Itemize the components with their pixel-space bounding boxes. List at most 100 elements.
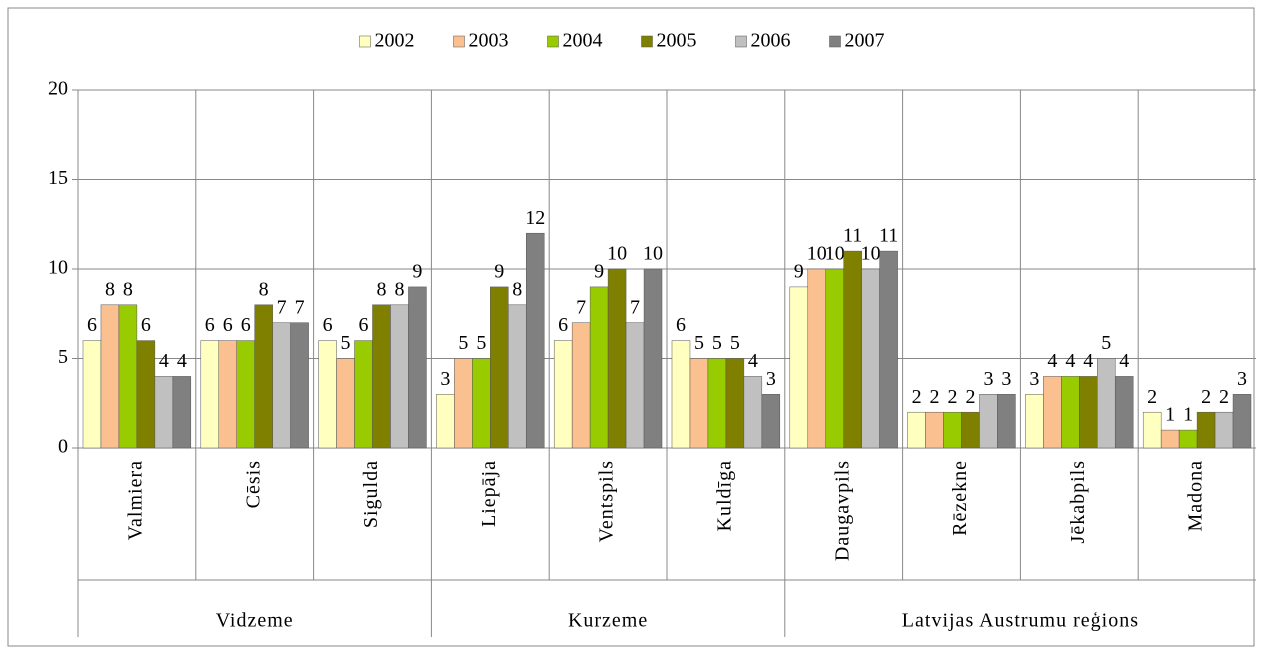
data-label: 1: [1183, 404, 1193, 426]
legend-label: 2005: [657, 30, 697, 52]
y-tick-label: 10: [48, 257, 68, 279]
data-label: 6: [241, 314, 251, 336]
data-label: 3: [440, 368, 450, 390]
bar: [525, 232, 545, 449]
bar: [925, 411, 944, 449]
data-label: 4: [159, 350, 169, 372]
legend-label: 2004: [563, 30, 603, 52]
bar: [408, 286, 427, 449]
x-tick-label: Daugavpils: [831, 460, 853, 561]
data-label: 12: [525, 207, 545, 229]
bar: [671, 340, 691, 449]
data-label: 6: [87, 314, 97, 336]
bar: [1114, 376, 1134, 449]
bar: [1097, 358, 1116, 449]
data-label: 3: [983, 368, 993, 390]
data-label: 7: [295, 296, 305, 318]
bar: [290, 322, 309, 449]
bar: [472, 358, 491, 449]
bar: [1142, 411, 1162, 449]
bar: [136, 340, 156, 449]
bar: [589, 286, 609, 449]
data-label: 4: [1083, 350, 1093, 372]
data-label: 5: [341, 332, 351, 354]
legend-label: 2003: [469, 30, 509, 52]
data-label: 2: [1147, 386, 1157, 408]
legend-label: 2002: [375, 30, 415, 52]
x-tick-label: Ventspils: [596, 460, 618, 542]
bar: [272, 322, 291, 449]
data-label: 10: [807, 243, 827, 265]
data-label: 1: [1165, 404, 1175, 426]
bar: [997, 394, 1016, 449]
data-label: 6: [223, 314, 233, 336]
y-tick-label: 20: [48, 78, 68, 100]
data-label: 2: [912, 386, 922, 408]
bar: [979, 394, 998, 449]
data-label: 4: [748, 350, 758, 372]
bar: [571, 322, 591, 449]
group-label: Latvijas Austrumu reģions: [902, 610, 1139, 632]
x-tick-label: Madona: [1185, 460, 1207, 532]
bar: [707, 358, 727, 449]
bar: [200, 340, 220, 449]
data-label: 10: [607, 243, 627, 265]
data-label: 5: [1101, 332, 1111, 354]
data-label: 11: [879, 225, 898, 247]
data-label: 5: [458, 332, 468, 354]
legend-swatch: [547, 35, 559, 48]
x-tick-label: Sigulda: [360, 460, 382, 528]
bar: [743, 376, 763, 449]
bar: [390, 304, 409, 449]
bar: [725, 358, 745, 449]
data-label: 10: [861, 243, 881, 265]
bar: [218, 340, 237, 449]
bar: [118, 304, 138, 449]
x-tick-label: Liepāja: [478, 460, 500, 527]
bar: [607, 268, 627, 449]
bar: [1178, 429, 1198, 449]
data-label: 3: [766, 368, 776, 390]
data-label: 2: [1201, 386, 1211, 408]
bar: [1043, 376, 1062, 449]
bar: [436, 394, 455, 449]
data-label: 8: [394, 278, 404, 300]
data-label: 5: [694, 332, 704, 354]
data-label: 2: [1219, 386, 1229, 408]
data-label: 7: [576, 296, 586, 318]
bar: [879, 250, 898, 449]
y-tick-label: 0: [58, 436, 68, 458]
bar: [1079, 376, 1098, 449]
x-tick-label: Rēzekne: [949, 460, 971, 536]
x-tick-label: Kuldīga: [713, 460, 735, 531]
bar: [82, 340, 102, 449]
bar: [318, 340, 337, 449]
legend-label: 2007: [845, 30, 885, 52]
data-label: 8: [259, 278, 269, 300]
bar: [1061, 376, 1080, 449]
legend-label: 2006: [751, 30, 791, 52]
legend-swatch: [453, 35, 465, 48]
bar: [789, 286, 809, 449]
bar: [943, 411, 962, 449]
group-label: Vidzeme: [216, 610, 294, 632]
data-label: 8: [512, 278, 522, 300]
data-label: 8: [376, 278, 386, 300]
data-label: 4: [177, 350, 187, 372]
bar: [336, 358, 355, 449]
legend-swatch: [641, 35, 653, 48]
data-label: 6: [205, 314, 215, 336]
x-tick-label: Valmiera: [124, 460, 146, 540]
bar: [761, 394, 781, 449]
data-label: 7: [630, 296, 640, 318]
bar: [1196, 411, 1216, 449]
data-label: 11: [843, 225, 862, 247]
bar: [907, 411, 926, 449]
data-label: 2: [948, 386, 958, 408]
data-label: 6: [323, 314, 333, 336]
data-label: 5: [476, 332, 486, 354]
data-label: 10: [825, 243, 845, 265]
bar: [825, 268, 844, 449]
data-label: 3: [1001, 368, 1011, 390]
